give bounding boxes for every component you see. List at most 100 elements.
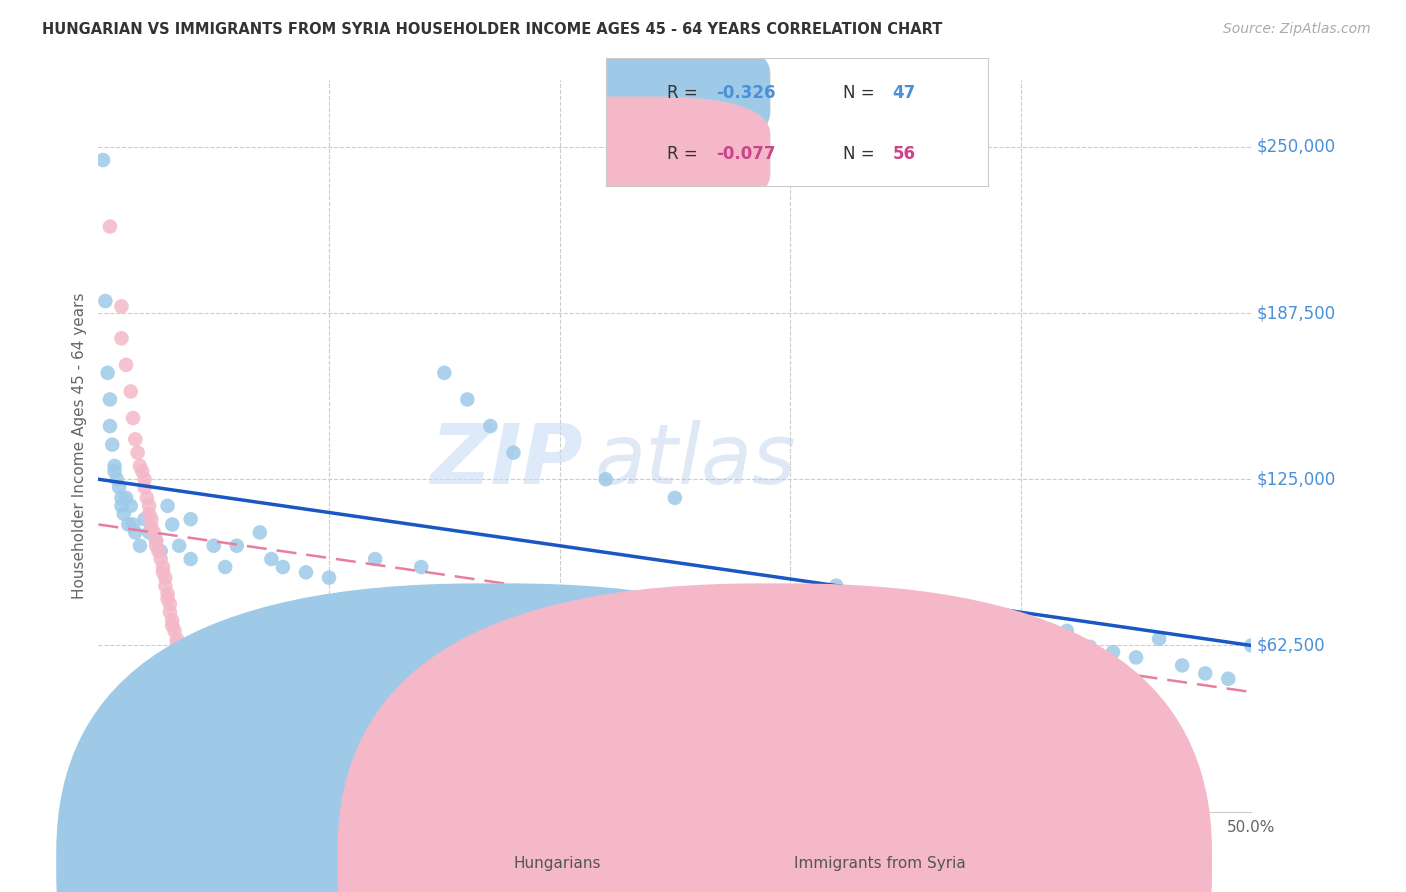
Point — [142, 525, 165, 540]
Point — [214, 560, 236, 574]
Point — [479, 419, 502, 434]
Point — [225, 639, 247, 653]
Point — [115, 491, 138, 505]
Point — [191, 650, 214, 665]
Point — [1056, 624, 1078, 638]
Point — [180, 512, 202, 526]
Point — [91, 153, 114, 167]
Point — [112, 507, 135, 521]
Point — [456, 392, 478, 407]
Text: HUNGARIAN VS IMMIGRANTS FROM SYRIA HOUSEHOLDER INCOME AGES 45 - 64 YEARS CORRELA: HUNGARIAN VS IMMIGRANTS FROM SYRIA HOUSE… — [42, 22, 942, 37]
Point — [103, 464, 125, 478]
Point — [595, 472, 617, 486]
Text: $250,000: $250,000 — [1257, 137, 1336, 156]
Point — [120, 384, 142, 399]
Point — [1125, 650, 1147, 665]
Text: $125,000: $125,000 — [1257, 470, 1336, 488]
Point — [411, 560, 433, 574]
Point — [148, 544, 170, 558]
Point — [166, 632, 188, 646]
Point — [364, 650, 387, 665]
Point — [145, 539, 167, 553]
Point — [152, 566, 174, 580]
Point — [156, 586, 179, 600]
Point — [364, 552, 387, 566]
Point — [1102, 645, 1125, 659]
Text: -0.077: -0.077 — [717, 145, 776, 163]
Point — [1240, 639, 1263, 653]
Point — [97, 366, 120, 380]
Point — [138, 499, 160, 513]
Point — [110, 331, 132, 345]
Point — [664, 677, 686, 691]
Point — [249, 645, 271, 659]
Point — [174, 661, 197, 675]
Point — [134, 512, 156, 526]
Point — [184, 645, 207, 659]
Point — [129, 539, 152, 553]
Point — [1218, 672, 1240, 686]
Point — [917, 658, 939, 673]
Text: -0.326: -0.326 — [717, 84, 776, 102]
Text: Hungarians: Hungarians — [513, 856, 600, 871]
Point — [155, 579, 177, 593]
Point — [167, 539, 190, 553]
Point — [225, 539, 247, 553]
Point — [149, 552, 172, 566]
Point — [122, 517, 145, 532]
Text: Immigrants from Syria: Immigrants from Syria — [794, 856, 966, 871]
Text: 56: 56 — [893, 145, 915, 163]
Point — [411, 639, 433, 653]
Point — [502, 645, 524, 659]
Point — [138, 525, 160, 540]
Point — [159, 605, 181, 619]
Point — [141, 520, 163, 534]
Point — [129, 458, 152, 473]
FancyBboxPatch shape — [502, 96, 770, 212]
Text: Source: ZipAtlas.com: Source: ZipAtlas.com — [1223, 22, 1371, 37]
Text: atlas: atlas — [595, 420, 796, 501]
Point — [160, 517, 183, 532]
Point — [456, 658, 478, 673]
Point — [98, 392, 121, 407]
Text: 47: 47 — [893, 84, 915, 102]
Text: N =: N = — [842, 145, 880, 163]
Point — [167, 640, 190, 654]
Point — [318, 571, 340, 585]
Point — [1078, 640, 1101, 654]
Point — [202, 539, 225, 553]
Point — [124, 525, 146, 540]
Point — [135, 491, 157, 505]
Point — [963, 613, 986, 627]
Point — [152, 560, 174, 574]
Point — [825, 579, 848, 593]
Point — [180, 639, 202, 653]
Point — [1171, 658, 1194, 673]
Point — [180, 552, 202, 566]
Point — [202, 656, 225, 670]
Point — [502, 445, 524, 459]
Point — [145, 533, 167, 548]
Point — [108, 480, 131, 494]
Point — [124, 433, 146, 447]
Y-axis label: Householder Income Ages 45 - 64 years: Householder Income Ages 45 - 64 years — [72, 293, 87, 599]
Point — [141, 512, 163, 526]
Point — [664, 491, 686, 505]
Point — [1194, 666, 1216, 681]
Text: N =: N = — [842, 84, 880, 102]
Point — [160, 613, 183, 627]
Point — [98, 219, 121, 234]
Point — [145, 533, 167, 548]
Point — [156, 499, 179, 513]
Point — [138, 507, 160, 521]
Point — [173, 656, 195, 670]
Point — [249, 525, 271, 540]
Point — [103, 458, 125, 473]
Point — [340, 645, 363, 659]
Point — [110, 299, 132, 313]
Point — [149, 544, 172, 558]
Point — [117, 517, 139, 532]
Point — [271, 650, 294, 665]
Text: R =: R = — [666, 84, 703, 102]
Point — [166, 637, 188, 651]
